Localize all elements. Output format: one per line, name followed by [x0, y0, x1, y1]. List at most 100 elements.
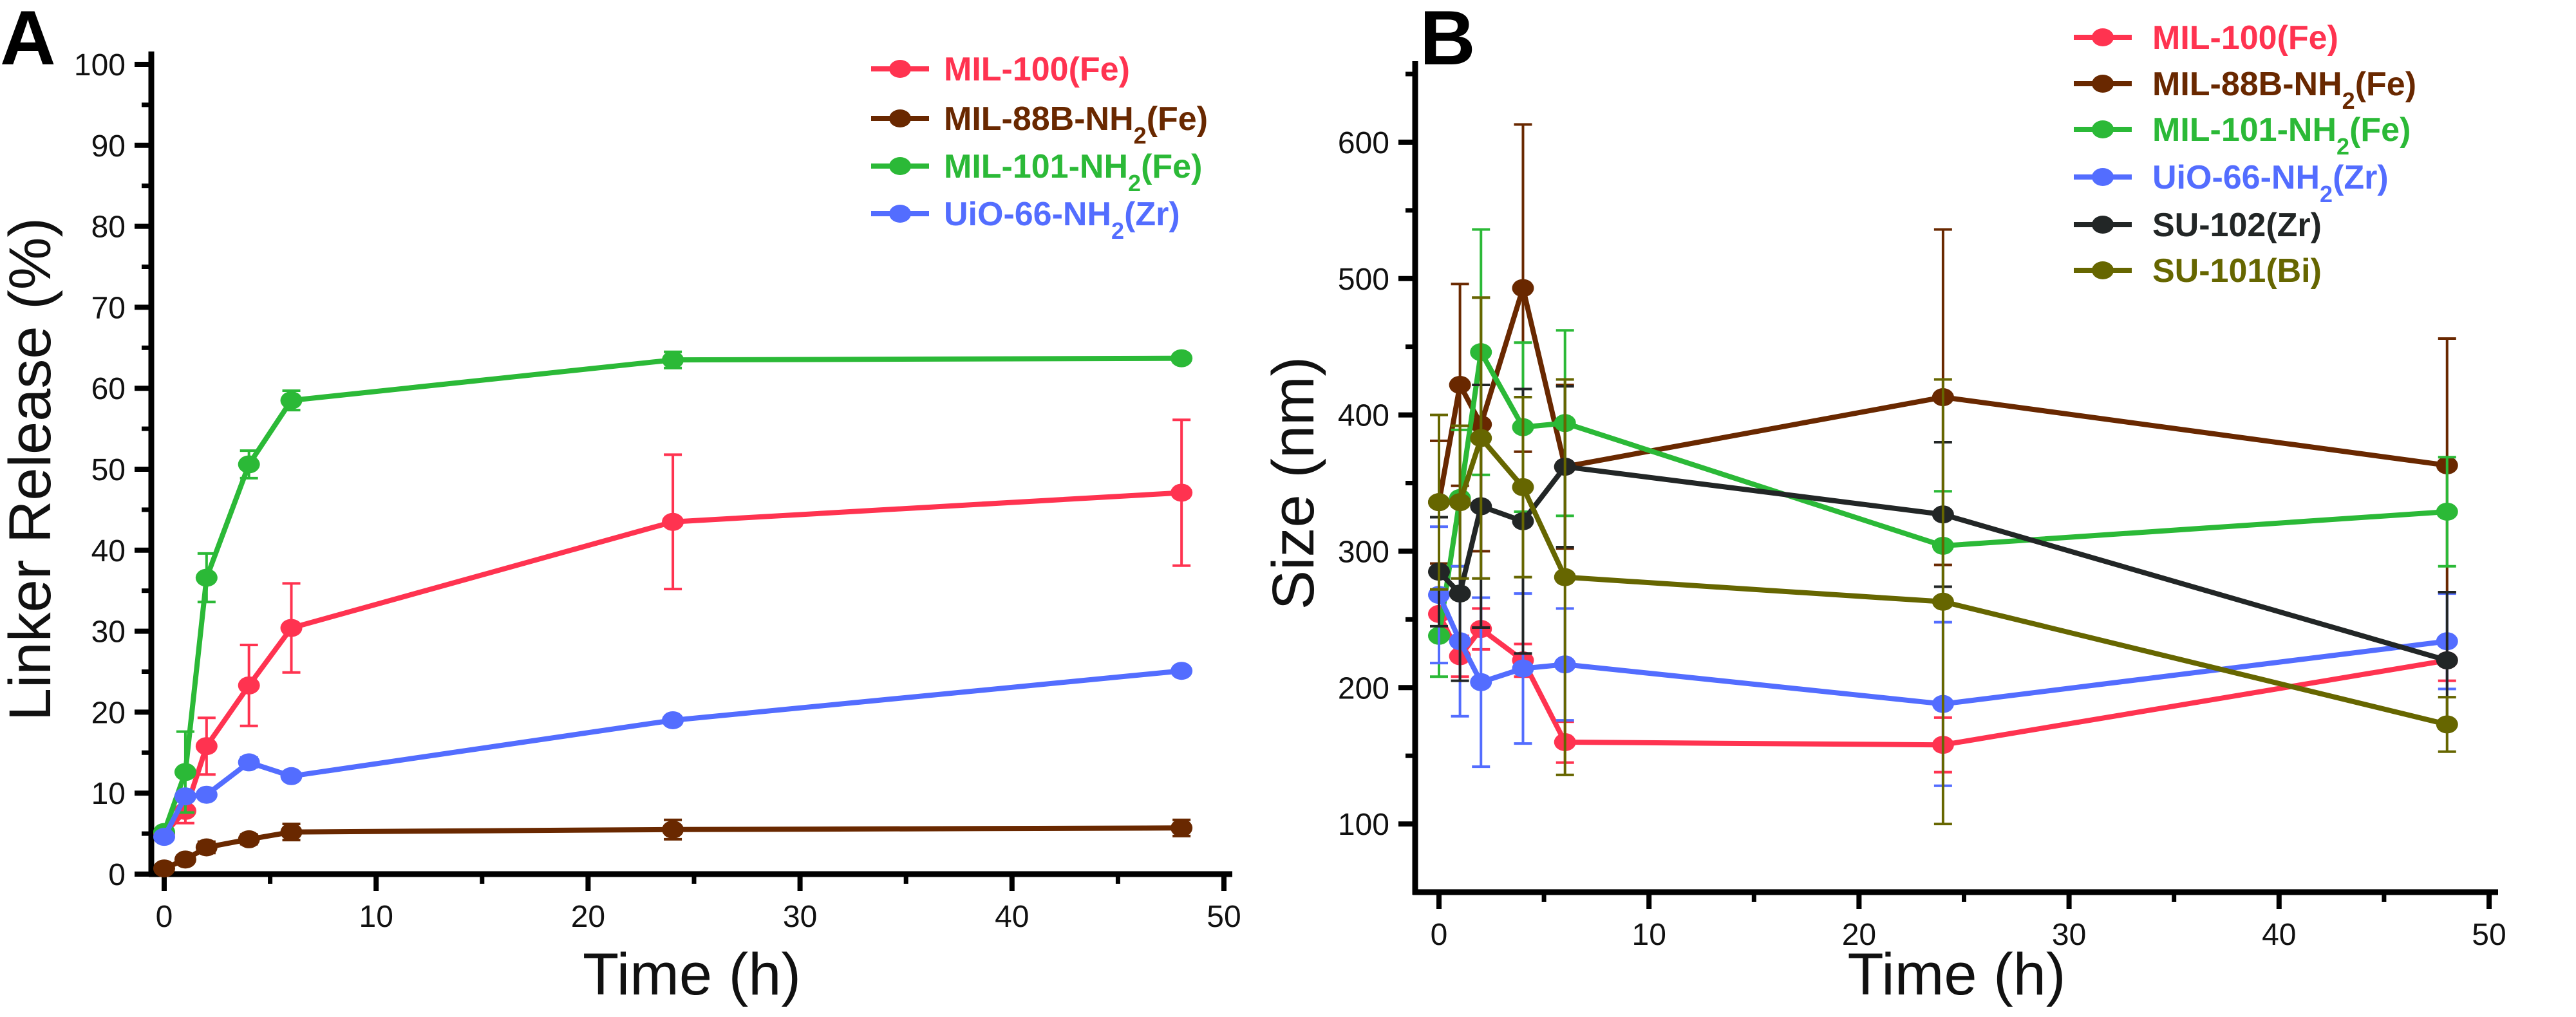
data-point — [280, 391, 303, 410]
series-line — [162, 355, 1182, 833]
series-mil-88b-nh2-fe- — [153, 818, 1193, 878]
data-point — [2436, 651, 2458, 669]
series-mil-101-nh2-fe- — [153, 349, 1193, 841]
data-point — [238, 830, 260, 848]
data-point — [174, 763, 196, 781]
legend-label: MIL-100(Fe) — [944, 51, 1130, 88]
data-point — [1470, 673, 1492, 691]
series-uio-66-nh2-zr- — [153, 662, 1193, 846]
data-point — [174, 850, 196, 869]
y-tick-label: 300 — [1338, 535, 1389, 569]
data-point — [280, 823, 303, 841]
data-point — [238, 455, 260, 474]
legend-marker — [2092, 261, 2114, 279]
x-tick-label: 10 — [1632, 918, 1666, 952]
y-tick-label: 0 — [108, 858, 126, 892]
legend-label: MIL-88B-NH2(Fe) — [2152, 66, 2416, 114]
x-tick-label: 20 — [1842, 918, 1876, 952]
legend-label: MIL-88B-NH2(Fe) — [944, 100, 1208, 149]
legend-label: SU-102(Zr) — [2152, 207, 2322, 244]
legend-marker — [2092, 75, 2114, 93]
series-mil-100-fe- — [153, 418, 1193, 843]
y-tick-label: 200 — [1338, 671, 1389, 705]
y-tick-label: 100 — [1338, 808, 1389, 842]
series-line — [162, 668, 1182, 838]
data-point — [1512, 279, 1534, 297]
data-point — [195, 785, 218, 804]
data-point — [280, 767, 303, 785]
data-point — [1932, 592, 1954, 611]
y-tick-label: 600 — [1338, 126, 1389, 160]
data-point — [1449, 493, 1471, 512]
series-su-101-bi- — [1428, 296, 2458, 826]
x-tick-label: 0 — [156, 900, 173, 934]
legend-marker — [2092, 28, 2114, 46]
data-point — [662, 711, 684, 729]
data-point — [195, 737, 218, 756]
legend-label: SU-101(Bi) — [2152, 252, 2322, 290]
y-tick-label: 30 — [91, 615, 126, 649]
data-point — [1170, 349, 1193, 368]
legend-marker — [889, 205, 911, 223]
data-point — [1449, 375, 1471, 394]
data-point — [1512, 478, 1534, 496]
data-point — [195, 568, 218, 587]
legend-marker — [889, 157, 911, 175]
panel-label: B — [1420, 0, 1476, 81]
data-point — [1170, 819, 1193, 837]
legend-marker — [2092, 216, 2114, 234]
data-point — [2436, 715, 2458, 734]
data-point — [1512, 659, 1534, 678]
x-tick-label: 20 — [571, 900, 605, 934]
x-axis-label: Time (h) — [1847, 942, 2065, 1007]
y-tick-label: 40 — [91, 534, 126, 568]
legend-marker — [889, 109, 911, 127]
data-point — [174, 787, 196, 806]
x-tick-label: 0 — [1431, 918, 1448, 952]
x-axis-label: Time (h) — [583, 942, 801, 1007]
y-tick-label: 90 — [91, 129, 126, 163]
y-tick-label: 400 — [1338, 399, 1389, 433]
data-point — [1470, 429, 1492, 447]
x-tick-label: 30 — [783, 900, 817, 934]
data-point — [238, 676, 260, 695]
legend-marker — [889, 60, 911, 78]
data-point — [195, 838, 218, 857]
y-tick-label: 100 — [74, 48, 126, 82]
legend-marker — [2092, 120, 2114, 138]
y-tick-label: 70 — [91, 291, 126, 325]
legend-label: MIL-100(Fe) — [2152, 19, 2338, 57]
data-point — [662, 351, 684, 369]
x-tick-label: 10 — [359, 900, 393, 934]
y-tick-label: 10 — [91, 777, 126, 811]
legend-marker — [2092, 168, 2114, 186]
x-tick-label: 30 — [2052, 918, 2086, 952]
x-tick-label: 50 — [2472, 918, 2506, 952]
data-point — [1554, 568, 1576, 586]
data-point — [2436, 502, 2458, 521]
legend-label: MIL-101-NH2(Fe) — [2152, 111, 2411, 160]
data-point — [1428, 493, 1450, 512]
legend-label: UiO-66-NH2(Zr) — [944, 196, 1180, 244]
data-point — [1170, 662, 1193, 680]
data-point — [1170, 483, 1193, 502]
y-axis-label: Size (nm) — [1261, 357, 1326, 610]
y-axis-label: Linker Release (%) — [0, 218, 63, 721]
data-point — [238, 753, 260, 772]
panel-b: 0 10 20 30 40 50 100 200 300 400 500 600 B Time (h) Si… — [1261, 0, 2506, 1007]
y-tick-label: 50 — [91, 453, 126, 487]
data-point — [280, 619, 303, 637]
legend-label: MIL-101-NH2(Fe) — [944, 148, 1202, 196]
data-point — [1449, 584, 1471, 603]
panel-a: 0 10 20 30 40 50 0 10 20 30 40 50 60 70 80 90 100 A Time (… — [0, 0, 1241, 1007]
x-tick-label: 40 — [2262, 918, 2296, 952]
legend-label: UiO-66-NH2(Zr) — [2152, 159, 2389, 207]
y-tick-label: 500 — [1338, 263, 1389, 297]
x-tick-label: 40 — [995, 900, 1029, 934]
y-tick-label: 60 — [91, 372, 126, 406]
y-tick-label: 20 — [91, 696, 126, 730]
panel-label: A — [0, 0, 56, 81]
data-point — [153, 859, 175, 878]
data-point — [662, 820, 684, 839]
